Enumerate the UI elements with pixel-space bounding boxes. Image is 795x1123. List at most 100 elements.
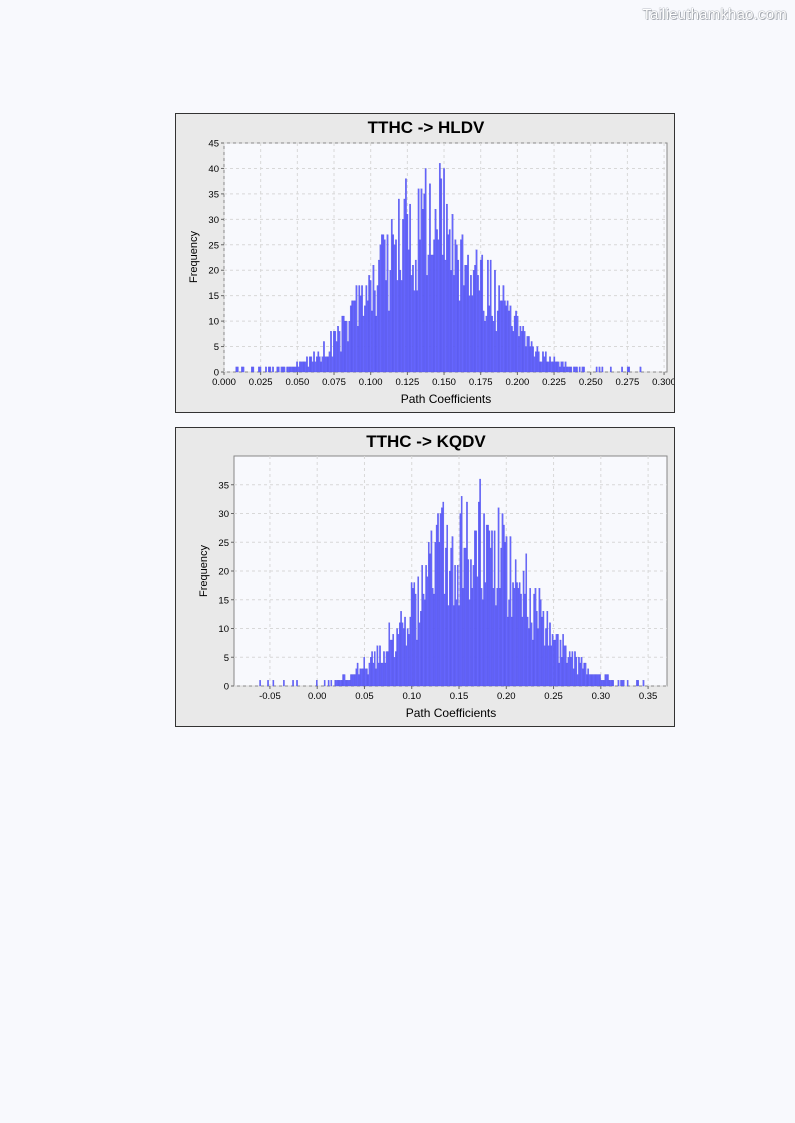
y-tick-label: 10 <box>208 317 219 328</box>
x-axis-ticks: 0.000 0.025 0.050 0.075 0.100 0.125 0.150 0.175… <box>212 372 674 388</box>
histogram-bar <box>579 662 582 687</box>
histogram-bar <box>282 366 284 373</box>
histogram-bar <box>467 559 470 687</box>
histogram-bar <box>537 628 539 687</box>
histogram-bar <box>303 361 305 373</box>
histogram-bar <box>441 507 443 687</box>
histogram-bar <box>509 305 512 373</box>
histogram-bar <box>414 259 417 373</box>
histogram-bar <box>420 188 423 373</box>
histogram-bar <box>380 662 383 687</box>
histogram-bar <box>587 668 589 687</box>
histogram-bar <box>505 536 508 687</box>
histogram-bar <box>318 356 321 373</box>
histogram-bar <box>393 244 396 373</box>
histogram-bar <box>413 290 416 373</box>
histogram-bar <box>528 336 530 373</box>
histogram-bar <box>418 622 421 687</box>
histogram-bar <box>420 611 422 687</box>
y-tick-label: 15 <box>208 291 219 302</box>
histogram-bar <box>601 680 604 687</box>
histogram-bar <box>242 366 245 373</box>
histogram-bar <box>438 163 441 373</box>
histogram-bar <box>516 582 518 687</box>
histogram-bar <box>370 657 372 687</box>
histogram-bar <box>436 229 438 373</box>
histogram-bar <box>376 645 379 687</box>
histogram-bar <box>412 265 414 373</box>
histogram-bar <box>442 501 445 687</box>
histogram-bar <box>313 351 315 373</box>
histogram-bar <box>532 639 534 687</box>
histogram-bar <box>335 680 338 687</box>
histogram-bar <box>520 593 522 687</box>
histogram-bar <box>236 366 239 373</box>
histogram-bar <box>416 290 419 373</box>
histogram-bar <box>601 366 604 373</box>
x-tick-label: -0.05 <box>259 691 281 702</box>
histogram-bar <box>600 680 603 687</box>
histogram-bar <box>497 507 500 687</box>
histogram-bar <box>536 346 539 373</box>
histogram-bar <box>412 588 414 687</box>
histogram-bar <box>351 674 354 687</box>
histogram-bar <box>375 668 377 687</box>
histogram-bar <box>504 542 506 687</box>
histogram-bar <box>526 336 529 373</box>
x-tick-label: 0.275 <box>616 377 640 388</box>
histogram-bar <box>541 616 543 687</box>
x-tick-label: 0.125 <box>395 377 419 388</box>
histogram-bar <box>323 680 326 687</box>
histogram-bar <box>429 183 431 373</box>
y-axis-label: Frequency <box>188 231 200 283</box>
histogram-bar <box>554 639 557 687</box>
histogram-bar <box>422 209 424 373</box>
histogram-bar <box>382 234 385 373</box>
histogram-bar <box>385 280 387 373</box>
histogram-bar <box>355 285 358 373</box>
histogram-bar <box>398 198 400 373</box>
histogram-bar <box>499 300 502 373</box>
x-tick-label: 0.15 <box>450 691 469 702</box>
histogram-bar <box>547 361 550 373</box>
histogram-bar <box>460 239 462 373</box>
histogram-bar <box>344 680 347 687</box>
histogram-bar <box>395 651 397 687</box>
histogram-bar <box>475 249 478 373</box>
histogram-bar <box>642 680 645 687</box>
x-tick-label: 0.20 <box>497 691 516 702</box>
histogram-bar <box>487 259 489 373</box>
histogram-bar <box>337 680 339 687</box>
x-tick-label: 0.05 <box>355 691 374 702</box>
histogram-bar <box>608 680 611 687</box>
histogram-bar <box>561 657 563 687</box>
histogram-bar <box>287 366 290 373</box>
histogram-bar <box>393 657 396 687</box>
histogram-bar <box>621 366 623 373</box>
histogram-bar <box>516 315 519 373</box>
histogram-bar <box>560 361 563 373</box>
histogram-bar <box>307 366 310 373</box>
histogram-bar <box>296 361 298 373</box>
x-tick-label: 0.000 <box>212 377 236 388</box>
histogram-bar <box>612 680 614 687</box>
y-tick-label: 35 <box>208 189 219 200</box>
histogram-bar <box>403 198 406 373</box>
histogram-bar <box>595 674 597 687</box>
histogram-bar <box>389 270 392 373</box>
y-tick-label: 0 <box>214 368 219 379</box>
histogram-bar <box>433 593 435 687</box>
histogram-bar <box>426 576 429 687</box>
histogram-bar <box>352 674 355 687</box>
histogram-bar <box>423 193 426 373</box>
x-tick-label: 0.150 <box>432 377 456 388</box>
histogram-bar <box>479 478 481 687</box>
histogram-bar <box>453 275 455 373</box>
histogram-bar <box>474 265 476 373</box>
histogram-bar <box>396 628 398 687</box>
histogram-bar <box>463 285 465 373</box>
histogram-bar <box>335 341 338 373</box>
histogram-bar <box>464 547 467 687</box>
histogram-bar <box>603 680 605 687</box>
histogram-bar <box>564 361 567 373</box>
